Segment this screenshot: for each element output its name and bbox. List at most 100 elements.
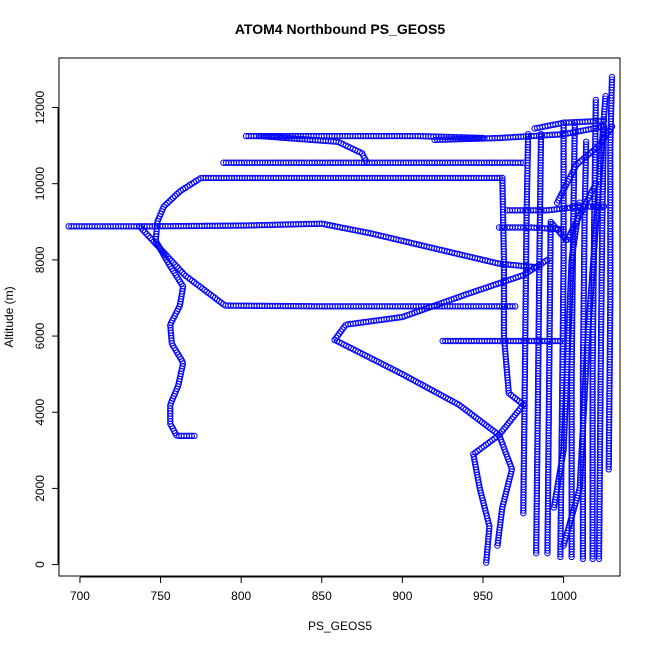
data-point (575, 159, 582, 167)
x-axis: 700 750 800 850 900 950 1000 (70, 576, 577, 603)
data-track (331, 336, 516, 549)
data-point (164, 199, 171, 207)
data-point (168, 196, 175, 203)
data-point (180, 271, 188, 278)
data-point (168, 257, 175, 265)
data-point (363, 159, 371, 166)
data-point (175, 189, 183, 196)
x-tick-label: 800 (231, 589, 251, 603)
data-point (585, 151, 592, 158)
chart-title: ATOM4 Northbound PS_GEOS5 (235, 21, 445, 37)
data-point (549, 220, 556, 228)
data-point (524, 133, 532, 140)
plot-frame (58, 57, 621, 577)
data-point (591, 146, 598, 153)
data-point (517, 159, 524, 166)
data-point (571, 119, 579, 126)
data-track (532, 130, 545, 557)
data-track (605, 73, 616, 473)
data-point (169, 194, 177, 201)
x-tick-label: 700 (70, 589, 90, 603)
data-track (331, 256, 551, 344)
data-point (608, 76, 616, 83)
data-point (171, 261, 179, 268)
data-track (470, 401, 527, 566)
data-point (178, 269, 186, 276)
data-point (587, 149, 594, 157)
x-tick-label: 1000 (550, 589, 577, 603)
y-axis-label: Altitude (m) (2, 286, 16, 347)
data-point (608, 123, 616, 130)
data-track (431, 123, 608, 144)
data-point (573, 161, 580, 169)
data-point (583, 153, 590, 160)
data-track (141, 220, 543, 271)
data-point (571, 122, 579, 129)
data-point (177, 267, 184, 274)
data-point (494, 539, 502, 547)
data-point (495, 432, 502, 439)
data-point (559, 232, 566, 240)
data-point (592, 96, 600, 104)
data-track (65, 223, 148, 230)
data-track (220, 159, 527, 166)
data-point (171, 192, 179, 200)
data-point (148, 236, 156, 243)
data-point (161, 249, 168, 257)
data-point (175, 265, 182, 272)
y-axis: 0 2000 4000 6000 8000 10000 12000 (33, 91, 59, 568)
data-point (494, 542, 501, 549)
data-point (139, 226, 147, 234)
data-point (141, 228, 149, 236)
data-point (512, 303, 519, 310)
y-tick-label: 10000 (33, 167, 47, 201)
data-point (470, 453, 477, 460)
data-point (147, 234, 154, 242)
x-tick-label: 950 (473, 589, 493, 603)
data-point (552, 224, 560, 232)
data-track (520, 130, 532, 517)
data-point (136, 223, 143, 230)
data-point (166, 198, 173, 205)
data-point (577, 158, 584, 165)
x-tick-label: 850 (312, 589, 332, 603)
y-tick-label: 8000 (33, 246, 47, 273)
data-point (159, 248, 166, 255)
data-point (557, 230, 565, 238)
data-track (531, 117, 608, 132)
data-point (537, 133, 545, 140)
data-point (520, 401, 527, 408)
x-axis-label: PS_GEOS5 (308, 619, 372, 633)
data-point (556, 228, 563, 236)
y-tick-label: 6000 (33, 322, 47, 349)
data-point (608, 73, 616, 81)
data-point (560, 122, 567, 129)
data-point (593, 144, 600, 152)
data-point (154, 242, 161, 249)
data-point (602, 95, 609, 102)
data-point (576, 199, 583, 206)
data-point (561, 234, 568, 242)
data-point (582, 141, 590, 148)
data-point (173, 190, 181, 198)
data-point (547, 218, 555, 226)
data-point (551, 222, 558, 230)
data-point (143, 230, 150, 238)
data-point (138, 225, 145, 232)
data-point (589, 148, 596, 155)
data-point (179, 362, 186, 370)
data-point (582, 138, 590, 145)
data-track (553, 123, 616, 206)
data-track (257, 132, 371, 166)
y-tick-label: 0 (33, 561, 47, 568)
data-track (136, 223, 519, 310)
data-point (602, 92, 609, 100)
data-point (152, 240, 159, 247)
y-tick-label: 12000 (33, 91, 47, 125)
data-point (166, 255, 173, 263)
data-track (560, 92, 609, 549)
data-point (524, 130, 532, 138)
data-point (155, 244, 163, 251)
data-point (164, 253, 172, 261)
